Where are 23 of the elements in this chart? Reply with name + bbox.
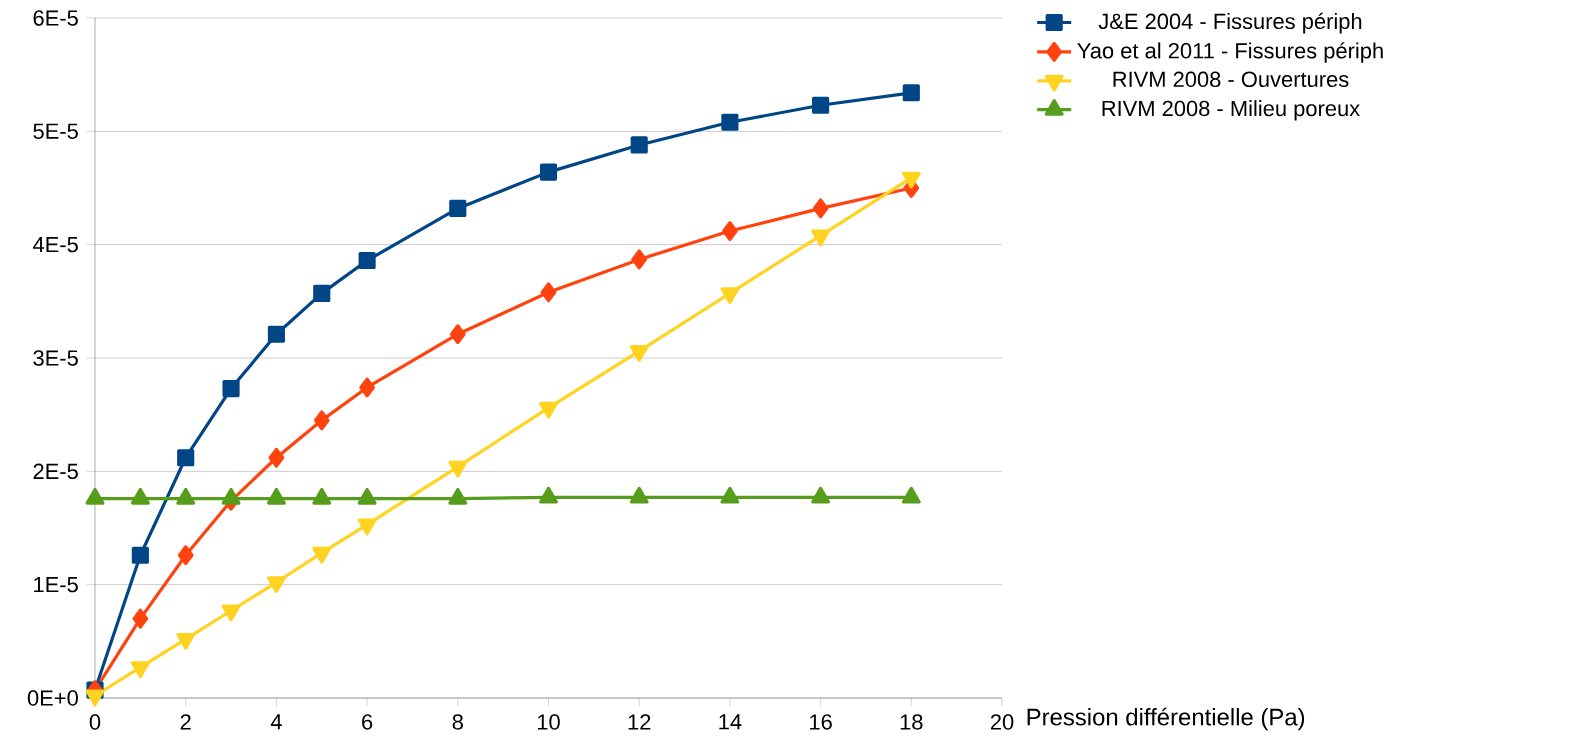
y-tick-label: 5E-5 — [33, 123, 78, 139]
x-tick-label: 18 — [900, 714, 923, 730]
x-tick-label: 12 — [628, 714, 651, 730]
y-tick-label: 4E-5 — [32, 237, 78, 253]
legend-label: RIVM 2008 - Ouvertures — [1113, 71, 1349, 88]
x-tick-label: 2 — [180, 714, 191, 730]
legend-label: J&E 2004 - Fissures périph — [1098, 12, 1362, 34]
legend-label: Yao et al 2011 - Fissures périph — [1077, 42, 1383, 63]
x-tick-label: 14 — [719, 714, 742, 730]
x-tick-label: 6 — [362, 714, 373, 730]
y-tick-label: 1E-5 — [34, 577, 78, 593]
y-tick-label: 0E+0 — [27, 690, 78, 706]
x-tick-label: 10 — [537, 714, 560, 730]
y-tick-label: 3E-5 — [33, 350, 78, 366]
x-tick-label: 4 — [270, 714, 282, 730]
x-axis-title: Pression différentielle (Pa) — [1027, 707, 1305, 731]
x-tick-label: 8 — [452, 714, 463, 730]
x-tick-label: 0 — [89, 714, 101, 730]
y-tick-label: 2E-5 — [33, 463, 78, 480]
legend-label: RIVM 2008 - Milieu poreux — [1102, 100, 1360, 121]
x-tick-label: 20 — [990, 714, 1014, 730]
y-tick-label: 6E-5 — [33, 10, 78, 26]
x-tick-label: 16 — [810, 714, 832, 730]
